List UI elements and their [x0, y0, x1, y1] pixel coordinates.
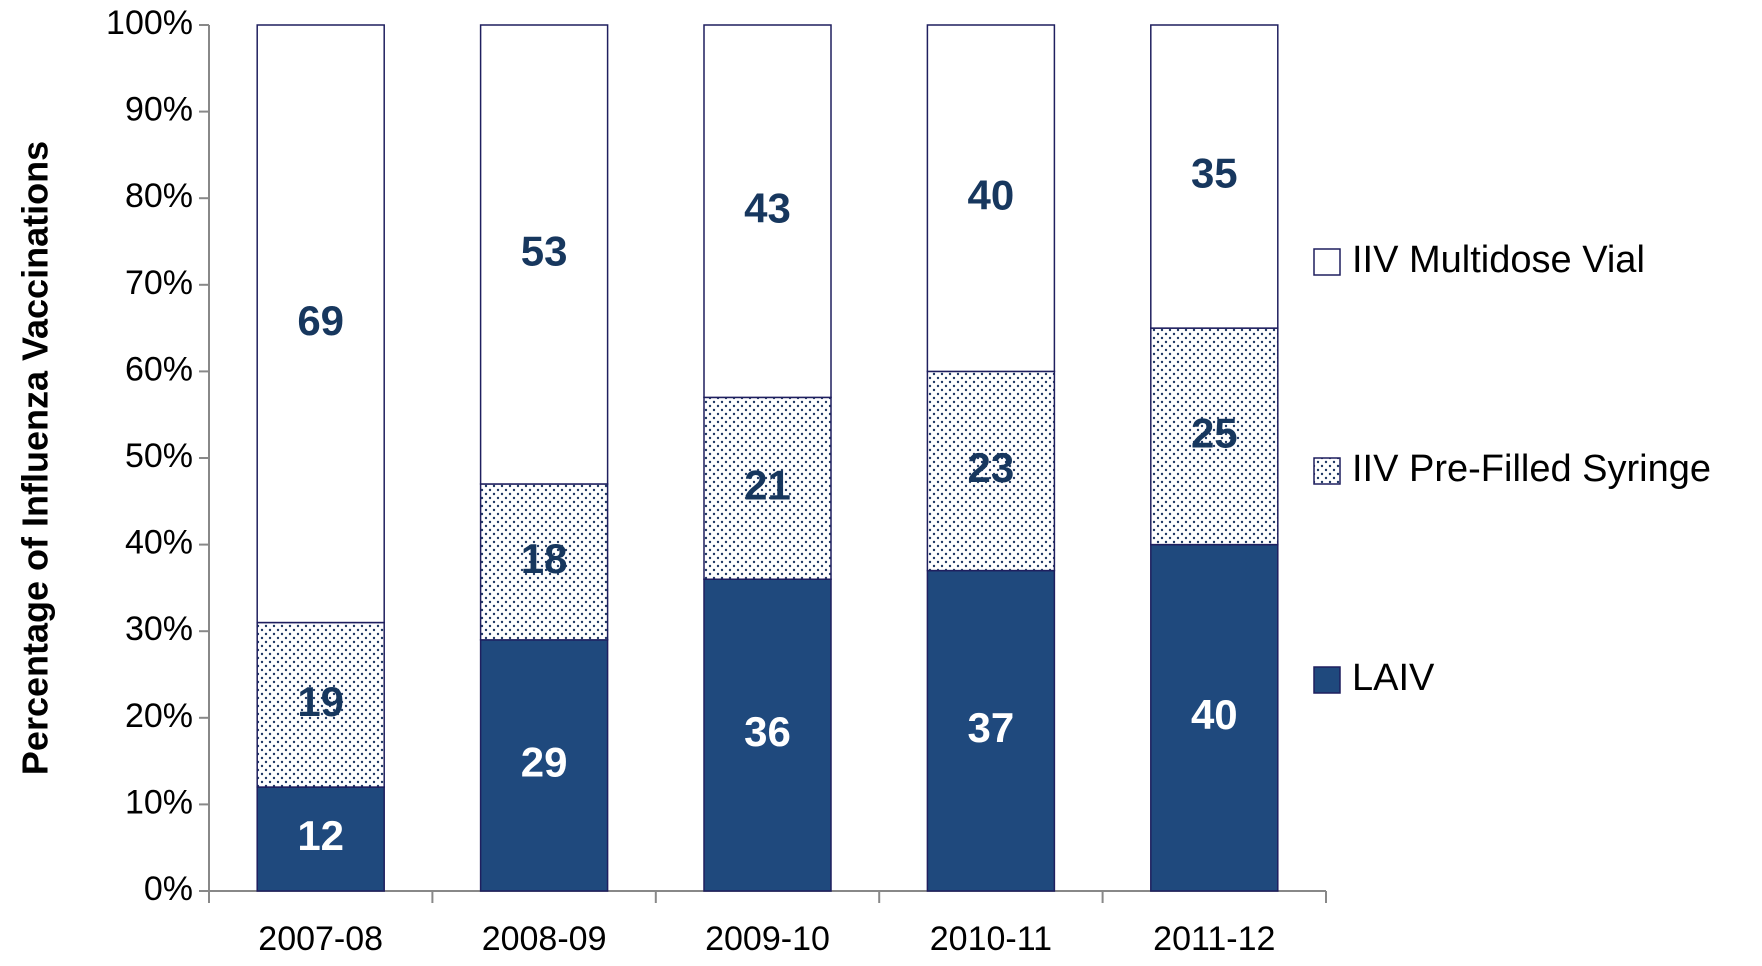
bar-segment — [926, 370, 1056, 572]
y-axis-title: Percentage of Influenza Vaccinations — [15, 141, 56, 775]
data-label: 40 — [968, 171, 1015, 218]
legend-label: LAIV — [1352, 657, 1435, 699]
data-label: 69 — [297, 297, 344, 344]
bar-segment — [1150, 24, 1279, 329]
bar-segment — [926, 569, 1056, 892]
data-label: 36 — [744, 708, 791, 755]
x-tick-label: 2010-11 — [930, 920, 1052, 958]
data-label: 37 — [968, 704, 1015, 751]
data-label: 18 — [521, 535, 568, 582]
legend-label: IIV Pre-Filled Syringe — [1352, 448, 1711, 490]
y-tick-label: 40% — [125, 524, 193, 562]
legend-swatch — [1313, 457, 1341, 485]
y-tick-label: 90% — [125, 91, 193, 129]
y-tick-label: 50% — [125, 437, 193, 475]
x-tick-label: 2008-09 — [482, 920, 607, 958]
bar-segment — [479, 24, 609, 485]
y-tick-label: 0% — [144, 870, 193, 908]
bar-segment — [256, 621, 385, 788]
data-label: 40 — [1191, 691, 1238, 738]
bar-segment — [703, 396, 832, 580]
bar-segment — [479, 483, 609, 641]
bar-segment — [1150, 327, 1279, 546]
bar-segment — [256, 24, 385, 624]
x-tick-label: 2009-10 — [705, 920, 830, 958]
data-label: 29 — [521, 739, 568, 786]
x-tick-label: 2011-12 — [1153, 920, 1275, 958]
data-label: 19 — [297, 678, 344, 725]
y-tick-label: 100% — [106, 4, 193, 42]
legend-label: IIV Multidose Vial — [1352, 239, 1645, 281]
data-label: 12 — [297, 812, 344, 859]
data-label: 53 — [521, 228, 568, 275]
x-tick-label: 2007-08 — [258, 920, 383, 958]
data-label: 21 — [744, 461, 791, 508]
y-tick-label: 80% — [125, 177, 193, 215]
bar-segment — [703, 578, 832, 892]
legend-swatch — [1313, 248, 1341, 276]
bar-segment — [1150, 543, 1279, 892]
y-tick-label: 10% — [125, 783, 193, 821]
y-tick-label: 60% — [125, 350, 193, 388]
data-label: 23 — [968, 444, 1015, 491]
data-label: 35 — [1191, 150, 1238, 197]
bar-segment — [926, 24, 1056, 373]
y-tick-label: 20% — [125, 697, 193, 735]
data-label: 25 — [1191, 409, 1238, 456]
legend-swatch — [1313, 666, 1341, 694]
bar-segment — [703, 24, 832, 399]
y-tick-label: 30% — [125, 610, 193, 648]
y-tick-label: 70% — [125, 264, 193, 302]
data-label: 43 — [744, 184, 791, 231]
bar-segment — [479, 639, 609, 892]
